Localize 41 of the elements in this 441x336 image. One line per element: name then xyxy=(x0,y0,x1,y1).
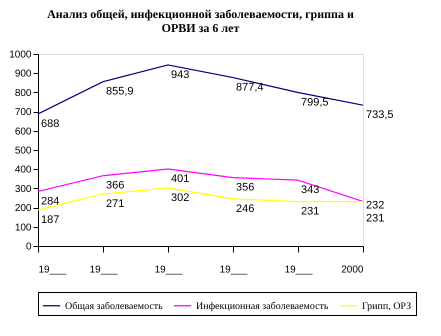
x-tick-label: 19___ xyxy=(90,264,118,276)
y-tick-label: 900 xyxy=(14,68,32,80)
data-label: 232 xyxy=(366,199,384,212)
data-label: 302 xyxy=(171,192,190,204)
data-label: 733,5 xyxy=(366,109,394,122)
data-label: 799,5 xyxy=(301,96,329,108)
data-label: 231 xyxy=(301,206,320,218)
y-tick-label: 200 xyxy=(14,203,32,214)
y-tick-label: 300 xyxy=(14,184,32,195)
y-tick-label: 400 xyxy=(14,164,32,176)
x-tick-label: 19___ xyxy=(284,264,313,276)
legend-label: Общая заболеваемость xyxy=(65,300,164,312)
data-label: 366 xyxy=(106,180,124,192)
y-tick-label: 1000 xyxy=(9,50,32,60)
legend-label: Грипп, ОРЗ xyxy=(362,300,412,312)
text: Анализ общей, инфекционной заболеваемости, гриппа и xyxy=(47,7,354,21)
y-tick-label: 600 xyxy=(14,126,32,138)
data-label: 688 xyxy=(41,118,60,130)
data-label: 284 xyxy=(41,195,60,208)
line-series xyxy=(37,64,364,115)
y-tick-label: 100 xyxy=(14,222,32,234)
y-tick-label: 0 xyxy=(26,242,32,252)
data-label: 356 xyxy=(236,182,254,194)
data-label: 943 xyxy=(171,68,190,81)
data-label: 246 xyxy=(236,202,254,215)
y-tick-label: 800 xyxy=(14,88,32,99)
x-tick-label: 19___ xyxy=(38,264,67,276)
data-label: 877,4 xyxy=(236,82,264,94)
data-label: 231 xyxy=(366,212,384,225)
x-tick-label: 19___ xyxy=(154,264,183,276)
data-label: 343 xyxy=(301,184,320,196)
text: ОРВИ за 6 лет xyxy=(162,21,240,35)
y-tick-label: 700 xyxy=(14,107,32,118)
data-label: 271 xyxy=(106,198,124,210)
y-tick-label: 500 xyxy=(14,146,32,156)
legend-label: Инфекционная заболеваемость xyxy=(196,300,329,312)
data-label: 187 xyxy=(41,214,60,226)
x-tick-label: 2000 xyxy=(341,264,364,276)
x-tick-label: 19___ xyxy=(220,264,248,276)
data-label: 855,9 xyxy=(106,86,134,98)
data-label: 401 xyxy=(171,173,190,186)
